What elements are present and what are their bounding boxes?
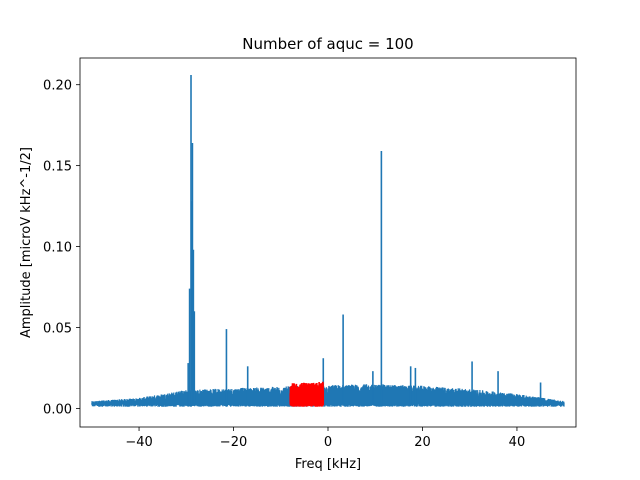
x-axis-ticks: −40 −20 0 20 40 (125, 427, 525, 450)
x-tick-label: 20 (414, 435, 431, 450)
y-tick-label: 0.20 (43, 79, 72, 94)
x-tick-label: −20 (220, 435, 247, 450)
y-axis-ticks: 0.00 0.05 0.10 0.15 0.20 (43, 79, 80, 417)
y-tick-label: 0.05 (43, 321, 72, 336)
y-tick-label: 0.15 (43, 160, 72, 175)
plot-layer (91, 74, 565, 407)
x-tick-label: −40 (125, 435, 152, 450)
chart-title: Number of aquc = 100 (242, 35, 413, 53)
y-tick-label: 0.10 (43, 241, 72, 256)
y-axis-label: Amplitude [microV kHz^-1/2] (19, 147, 34, 338)
x-tick-label: 0 (324, 435, 332, 450)
y-tick-label: 0.00 (43, 402, 72, 417)
x-axis-label: Freq [kHz] (295, 457, 361, 472)
x-tick-label: 40 (509, 435, 526, 450)
highlighted-band-series-line (289, 381, 325, 407)
